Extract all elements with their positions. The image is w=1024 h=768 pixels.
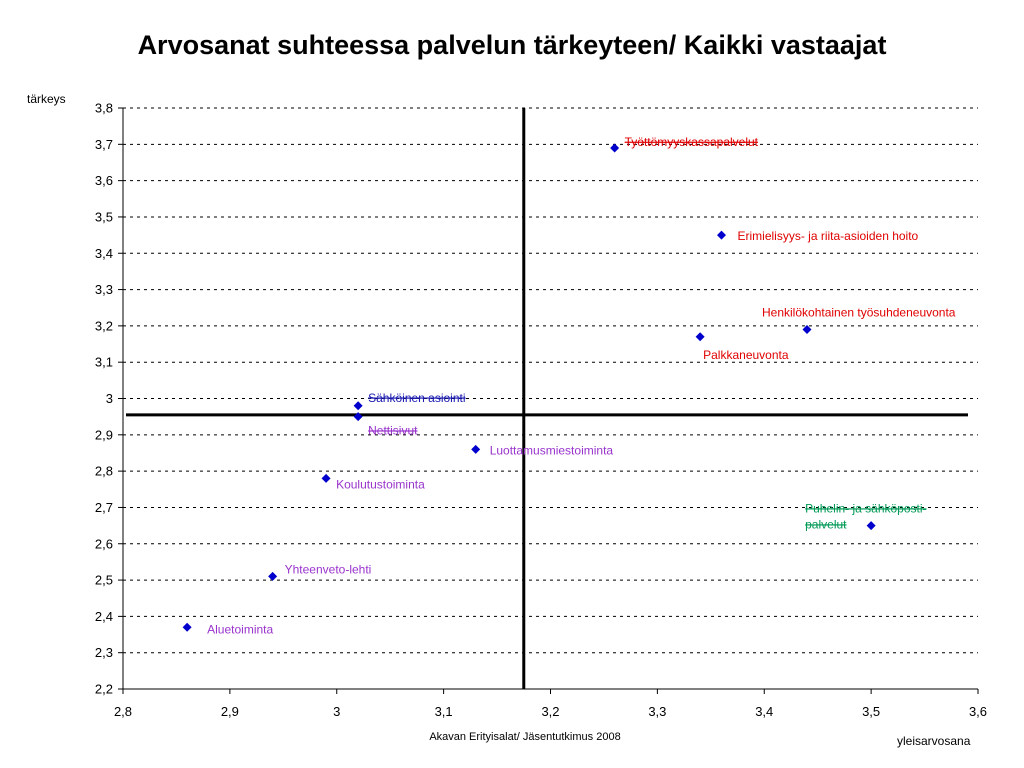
data-point-marker bbox=[802, 325, 812, 335]
x-tick-label: 3,4 bbox=[755, 704, 773, 719]
reference-lines bbox=[126, 108, 968, 689]
data-point-marker bbox=[866, 521, 876, 531]
x-tick-label: 3,2 bbox=[541, 704, 559, 719]
data-point-label: Henkilökohtainen työsuhdeneuvonta bbox=[762, 306, 956, 320]
data-point-label: Työttömyyskassapalvelut bbox=[625, 135, 759, 149]
y-tick-label: 3,5 bbox=[95, 209, 113, 224]
y-tick-label: 3,8 bbox=[95, 101, 113, 116]
x-tick-label: 2,9 bbox=[221, 704, 239, 719]
x-tick-label: 3,3 bbox=[648, 704, 666, 719]
y-tick-label: 2,2 bbox=[95, 682, 113, 697]
data-point-marker bbox=[268, 571, 278, 581]
y-tick-label: 2,7 bbox=[95, 500, 113, 515]
x-tick-label: 3,6 bbox=[969, 704, 987, 719]
grid-lines bbox=[123, 107, 978, 654]
data-point-label: Aluetoiminta bbox=[207, 622, 273, 636]
data-point-marker bbox=[610, 143, 620, 153]
data-point-marker bbox=[353, 401, 363, 411]
data-point-label: Palkkaneuvonta bbox=[703, 348, 789, 362]
data-point-marker bbox=[717, 230, 726, 240]
y-tick-label: 3,2 bbox=[95, 318, 113, 333]
x-tick-label: 2,8 bbox=[114, 704, 132, 719]
x-axis-label: yleisarvosana bbox=[897, 734, 971, 748]
data-point-label: Erimielisyys- ja riita-asioiden hoito bbox=[738, 229, 919, 243]
data-point-marker bbox=[471, 444, 481, 454]
x-tick-label: 3,5 bbox=[862, 704, 880, 719]
y-tick-label: 3,6 bbox=[95, 173, 113, 188]
data-point-label: Puhelin- ja sähköposti- bbox=[805, 502, 926, 516]
footer-source: Akavan Erityisalat/ Jäsentutkimus 2008 bbox=[429, 731, 621, 743]
y-tick-label: 2,6 bbox=[95, 536, 113, 551]
y-axis-label: tärkeys bbox=[27, 92, 66, 106]
data-point-marker bbox=[695, 332, 705, 342]
data-points: Työttömyyskassapalvelut Erimielisyys- ja … bbox=[182, 135, 956, 636]
y-tick-label: 2,3 bbox=[95, 645, 113, 660]
y-tick-label: 3 bbox=[106, 391, 113, 406]
y-tick-label: 2,5 bbox=[95, 573, 113, 588]
data-point-label: Sähköinen asiointi bbox=[368, 391, 465, 405]
chart-title: Arvosanat suhteessa palvelun tärkeyteen/… bbox=[137, 30, 887, 60]
y-tick-label: 2,9 bbox=[95, 427, 113, 442]
y-tick-label: 3,1 bbox=[95, 355, 113, 370]
data-point-marker bbox=[182, 622, 192, 632]
data-point-label: palvelut bbox=[805, 518, 847, 532]
data-point-label: Koulutustoiminta bbox=[336, 477, 425, 491]
y-tick-label: 2,8 bbox=[95, 464, 113, 479]
x-tick-label: 3,1 bbox=[435, 704, 453, 719]
y-tick-label: 3,4 bbox=[95, 246, 113, 261]
data-point-label: Yhteenveto-lehti bbox=[285, 562, 372, 576]
data-point-marker bbox=[353, 412, 363, 422]
data-point-marker bbox=[321, 473, 331, 483]
data-point-label: Luottamusmiestoiminta bbox=[490, 443, 614, 457]
y-tick-label: 2,4 bbox=[95, 609, 113, 624]
axes: 2,2 2,3 2,4 2,5 2,6 2,7 2,8 2,9 3 3,1 3,2 3,3 3,4 3,5… bbox=[95, 101, 987, 720]
y-tick-label: 3,7 bbox=[95, 137, 113, 152]
x-tick-label: 3 bbox=[333, 704, 340, 719]
y-tick-label: 3,3 bbox=[95, 282, 113, 297]
data-point-label: Nettisivut bbox=[368, 424, 418, 438]
